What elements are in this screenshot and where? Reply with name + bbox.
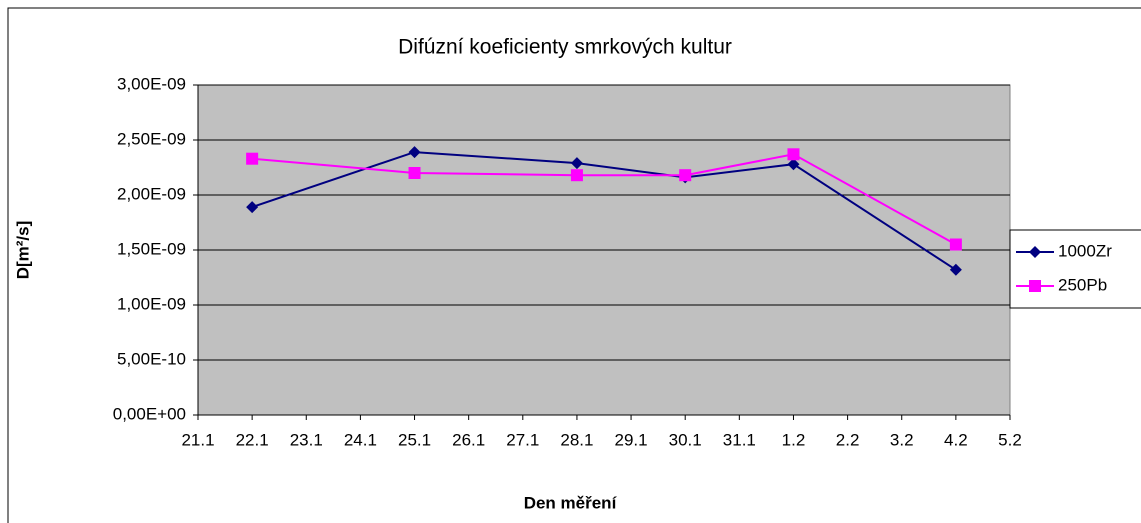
x-tick-label: 5.2 — [998, 430, 1022, 449]
data-point — [570, 157, 583, 170]
x-tick-label: 23.1 — [290, 430, 323, 449]
legend-marker — [1029, 280, 1041, 292]
data-point — [246, 201, 259, 214]
y-tick-label: 0,00E+00 — [113, 404, 186, 423]
data-point — [408, 146, 421, 159]
series-line — [252, 153, 957, 246]
y-tick-label: 5,00E-10 — [117, 349, 186, 368]
data-point — [787, 148, 800, 161]
y-axis-label: D[m²/s] — [13, 221, 32, 280]
x-tick-label: 31.1 — [723, 430, 756, 449]
y-tick-label: 3,00E-09 — [117, 74, 186, 93]
x-tick-label: 1.2 — [782, 430, 806, 449]
x-tick-label: 25.1 — [398, 430, 431, 449]
legend-label: 250Pb — [1058, 275, 1107, 294]
legend-label: 1000Zr — [1058, 241, 1112, 260]
x-tick-label: 27.1 — [506, 430, 539, 449]
series-line — [251, 151, 957, 271]
legend-marker — [1029, 246, 1041, 258]
x-tick-label: 3.2 — [890, 430, 914, 449]
data-point — [949, 238, 962, 251]
x-tick-label: 2.2 — [836, 430, 860, 449]
y-tick-label: 2,00E-09 — [117, 184, 186, 203]
x-axis-label: Den měření — [524, 493, 618, 512]
x-tick-label: 26.1 — [452, 430, 485, 449]
data-point — [679, 169, 692, 182]
x-tick-label: 30.1 — [669, 430, 702, 449]
x-tick-label: 24.1 — [344, 430, 377, 449]
data-point — [787, 158, 800, 171]
legend-box — [1009, 229, 1141, 309]
y-tick-label: 1,50E-09 — [117, 239, 186, 258]
data-point — [570, 169, 583, 182]
y-tick-label: 1,00E-09 — [117, 294, 186, 313]
x-tick-label: 4.2 — [944, 430, 968, 449]
x-tick-label: 22.1 — [236, 430, 269, 449]
chart-title: Difúzní koeficienty smrkových kultur — [398, 36, 732, 59]
x-tick-label: 28.1 — [560, 430, 593, 449]
x-tick-label: 21.1 — [181, 430, 214, 449]
y-tick-label: 2,50E-09 — [117, 129, 186, 148]
x-tick-label: 29.1 — [615, 430, 648, 449]
data-point — [949, 263, 962, 276]
data-point — [408, 167, 421, 179]
data-point — [246, 152, 259, 165]
